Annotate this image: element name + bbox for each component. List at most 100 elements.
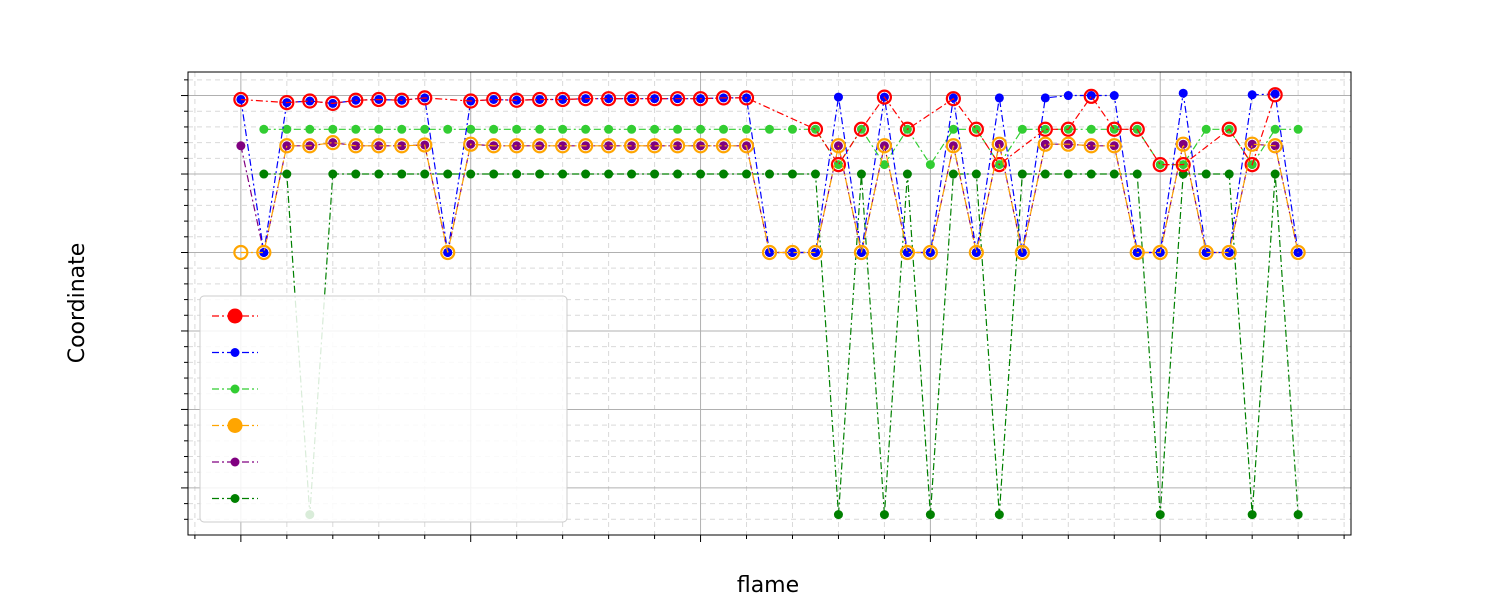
data-point	[650, 124, 660, 134]
data-point	[784, 244, 801, 261]
data-point	[279, 95, 295, 111]
data-point	[578, 138, 594, 154]
data-point	[738, 90, 755, 106]
data-point	[810, 247, 820, 257]
data-point	[669, 91, 686, 107]
data-point	[787, 124, 797, 134]
data-point	[1040, 139, 1050, 149]
data-point	[1129, 121, 1145, 137]
data-point	[991, 157, 1007, 173]
data-point	[486, 138, 502, 154]
data-point	[807, 244, 824, 261]
data-point	[397, 141, 407, 151]
series-layer	[233, 87, 1306, 520]
series-sampled-source-y	[233, 135, 1306, 261]
data-point	[509, 92, 525, 108]
data-point	[1129, 244, 1145, 261]
legend-marker	[230, 494, 240, 503]
data-point	[1201, 247, 1211, 257]
data-point	[374, 169, 384, 179]
data-point	[971, 124, 981, 134]
data-point	[420, 169, 430, 179]
data-point	[302, 93, 318, 109]
data-point	[558, 141, 568, 151]
data-point	[328, 169, 338, 179]
data-point	[351, 124, 361, 134]
data-point	[627, 141, 637, 151]
data-point	[623, 138, 640, 154]
data-point	[719, 124, 729, 134]
data-point	[1155, 510, 1165, 520]
data-point	[876, 89, 893, 105]
data-point	[856, 169, 866, 179]
data-point	[1106, 121, 1122, 137]
data-point	[994, 510, 1004, 520]
data-point	[604, 124, 614, 134]
data-point	[879, 510, 889, 520]
data-point	[715, 138, 732, 154]
data-point	[512, 169, 522, 179]
data-point	[650, 141, 660, 151]
data-point	[1267, 87, 1283, 103]
data-point	[443, 169, 453, 179]
data-point	[558, 124, 568, 134]
data-point	[968, 121, 984, 137]
data-point	[1040, 93, 1050, 103]
data-point	[601, 91, 617, 107]
data-point	[902, 247, 912, 257]
data-point	[902, 169, 912, 179]
data-point	[673, 169, 683, 179]
data-point	[945, 91, 961, 107]
data-point	[328, 124, 338, 134]
series-line	[263, 173, 1299, 515]
data-point	[581, 169, 591, 179]
data-point	[994, 93, 1004, 103]
data-point	[719, 141, 729, 151]
data-point	[765, 169, 774, 179]
data-point	[1201, 124, 1211, 134]
data-point	[1221, 244, 1237, 261]
data-point	[948, 124, 958, 134]
data-point	[420, 124, 430, 134]
data-point	[371, 91, 387, 108]
data-point	[489, 124, 499, 134]
data-point	[1247, 510, 1257, 520]
data-point	[351, 169, 361, 179]
data-point	[669, 138, 686, 154]
data-point	[1086, 124, 1096, 134]
data-point	[830, 138, 847, 154]
data-point	[443, 124, 453, 134]
plot-frame	[187, 71, 1352, 536]
data-point	[1060, 136, 1076, 152]
data-point	[417, 90, 433, 106]
data-point	[692, 138, 709, 154]
data-point	[486, 91, 502, 108]
data-point	[348, 138, 364, 154]
data-point	[463, 93, 479, 109]
data-point	[535, 169, 545, 179]
legend-marker	[230, 457, 240, 467]
data-point	[899, 244, 916, 261]
data-point	[1040, 169, 1050, 179]
data-point	[673, 141, 683, 151]
data-point	[581, 124, 591, 134]
data-point	[1198, 244, 1214, 261]
data-point	[810, 124, 820, 134]
data-point	[627, 124, 637, 134]
data-point	[787, 169, 797, 179]
data-point	[1175, 136, 1191, 152]
data-point	[397, 124, 407, 134]
data-point	[417, 137, 433, 153]
data-point	[282, 169, 292, 179]
data-point	[555, 91, 571, 108]
data-point	[925, 160, 935, 170]
data-point	[601, 138, 617, 154]
data-point	[1270, 124, 1280, 134]
data-point	[604, 141, 614, 151]
data-point	[1086, 141, 1096, 151]
data-point	[532, 91, 548, 108]
data-point	[282, 124, 292, 134]
data-point	[1109, 169, 1119, 179]
data-point	[925, 510, 935, 520]
data-point	[394, 92, 410, 108]
